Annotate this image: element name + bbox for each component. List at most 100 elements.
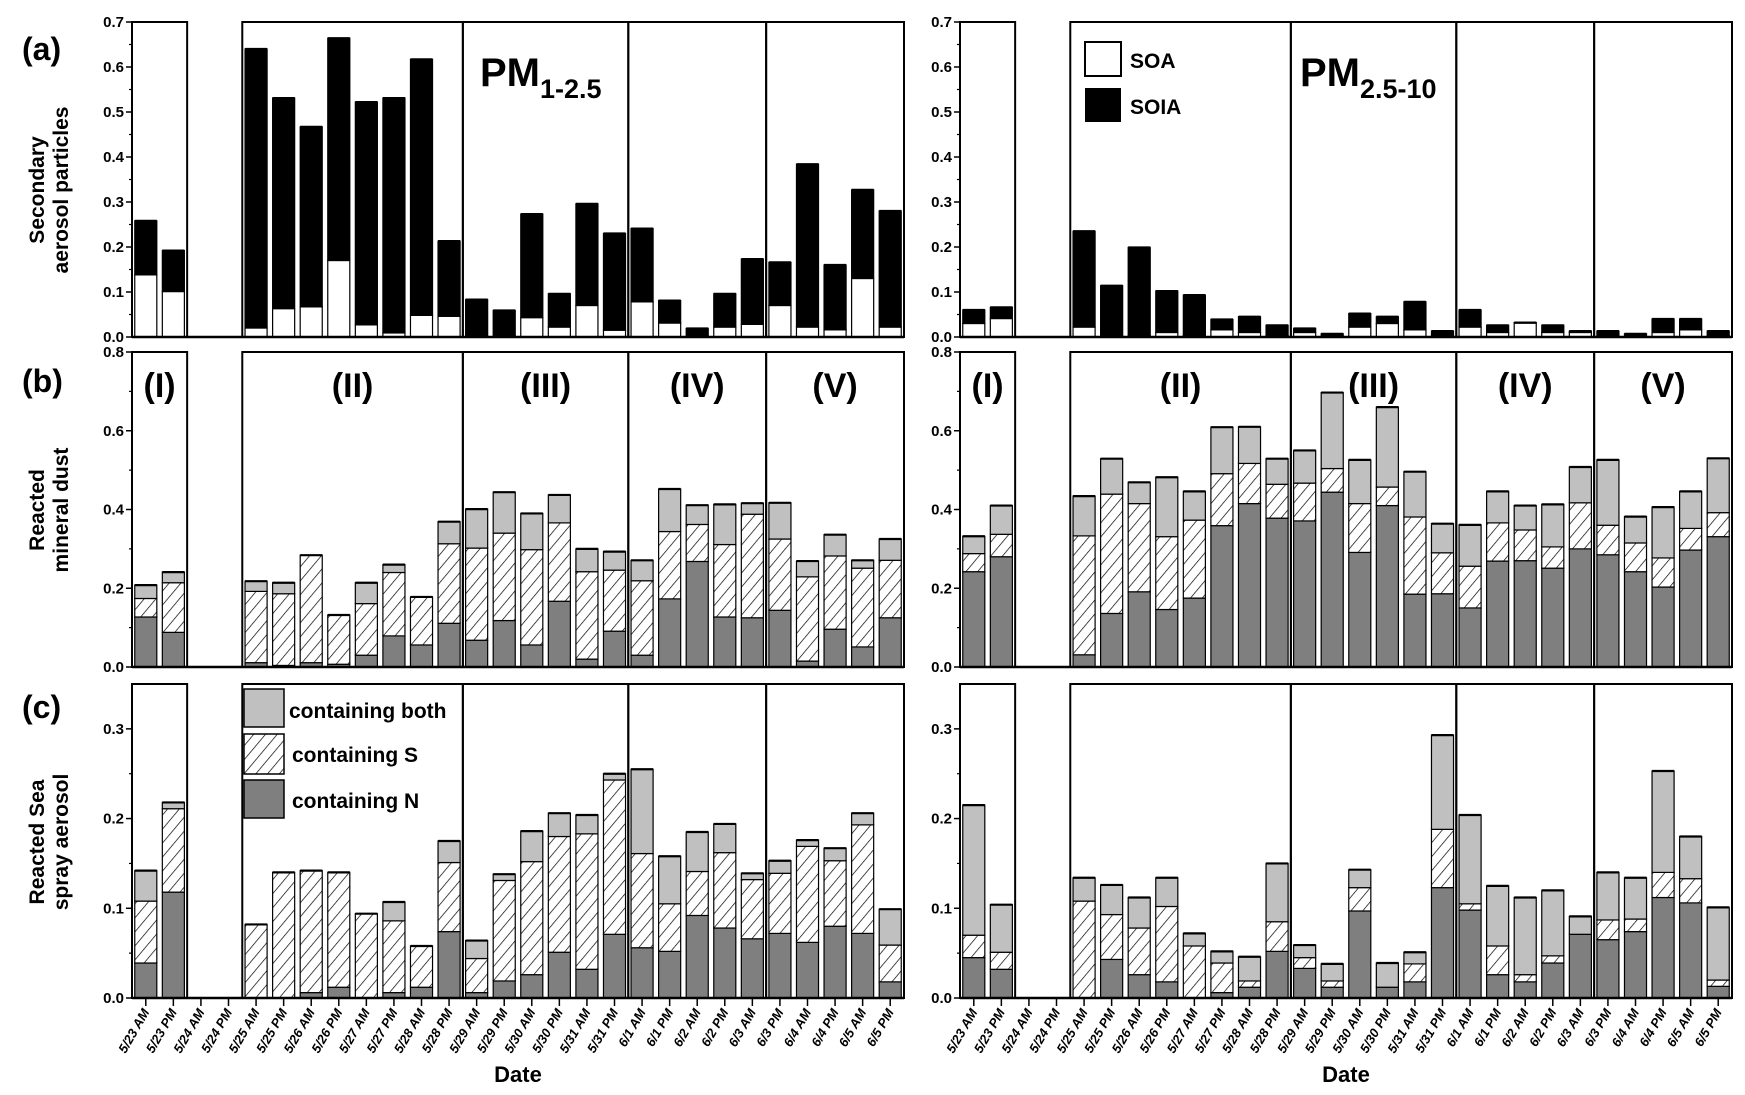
bar-containing-n-5-28-AM — [1237, 986, 1262, 999]
legend-swatch-s — [243, 733, 285, 775]
bar-containing-both-5-25-PM — [272, 582, 296, 595]
bar-containing-n-5-28-PM — [437, 622, 461, 668]
bar-containing-s-5-30-PM — [1375, 486, 1399, 507]
bar-soa-5-31-AM — [575, 304, 599, 338]
bar-soa-5-25-AM — [244, 327, 268, 338]
bar-soa-6-3-AM — [740, 323, 764, 338]
bar-containing-s-5-28-PM — [437, 861, 461, 933]
period-label-2: (II) — [1160, 367, 1202, 405]
bar-containing-both-5-31-AM — [575, 814, 599, 835]
panel-label-b: (b) — [22, 363, 63, 399]
bar-containing-both-6-5-AM — [851, 559, 875, 569]
bar-containing-s-5-31-PM — [1430, 552, 1455, 595]
bar-soa-6-1-AM — [1458, 326, 1482, 338]
bar-containing-s-5-25-PM — [272, 871, 296, 999]
bar-containing-s-6-1-PM — [1486, 945, 1510, 976]
period-box-1 — [959, 21, 1017, 338]
bar-containing-n-6-5-PM — [1706, 985, 1730, 999]
bar-containing-s-5-25-AM — [1072, 535, 1096, 656]
bar-containing-n-6-2-PM — [1541, 962, 1565, 999]
bar-containing-both-5-25-AM — [1072, 495, 1096, 537]
bar-containing-n-5-30-PM — [1375, 504, 1399, 668]
bar-containing-n-5-28-AM — [409, 644, 434, 668]
bar-containing-both-5-28-PM — [1265, 862, 1289, 923]
bar-containing-n-5-27-AM — [354, 654, 378, 668]
bar-containing-both-5-31-PM — [1430, 523, 1455, 554]
bar-containing-both-5-27-PM — [1210, 950, 1234, 964]
bar-containing-both-6-5-PM — [1706, 906, 1730, 981]
bar-containing-s-5-26-AM — [1127, 502, 1151, 593]
bar-soia-6-4-PM — [1651, 318, 1675, 334]
bar-soa-5-23-AM — [134, 274, 158, 338]
bar-containing-s-5-28-AM — [409, 945, 434, 988]
bar-containing-n-6-5-AM — [1679, 549, 1703, 668]
bar-containing-both-5-25-AM — [1072, 877, 1096, 902]
period-label-3: (III) — [1348, 367, 1399, 405]
period-box-5 — [1593, 21, 1733, 338]
bar-soia-5-30-PM — [547, 293, 571, 328]
bar-containing-both-5-29-PM — [1320, 391, 1344, 470]
bar-containing-s-5-26-PM — [327, 614, 351, 665]
y-tick-label: 0.2 — [931, 239, 952, 256]
bar-containing-n-6-3-AM — [1568, 548, 1592, 668]
bar-containing-both-6-3-AM — [1568, 915, 1592, 935]
bar-containing-n-6-1-AM — [1458, 909, 1482, 999]
y-tick-label: 0.5 — [931, 104, 952, 121]
y-tick-label: 0.3 — [103, 721, 124, 738]
bar-containing-n-6-4-PM — [823, 925, 847, 999]
xlabel-left: Date — [494, 1062, 542, 1087]
bar-containing-both-5-30-PM — [547, 812, 571, 838]
bar-containing-s-6-1-AM — [630, 580, 654, 656]
bar-containing-both-6-2-PM — [1541, 889, 1565, 957]
bar-containing-n-5-30-AM — [520, 644, 544, 668]
ylabel-a-line2: aerosol particles — [50, 107, 73, 274]
bar-soia-6-1-PM — [658, 299, 682, 324]
bar-containing-both-5-23-PM — [989, 504, 1013, 535]
legend-label-soa: SOA — [1130, 50, 1176, 73]
bar-containing-n-5-23-PM — [989, 968, 1013, 999]
bar-soa-5-30-PM — [547, 326, 571, 338]
bar-containing-n-6-1-AM — [630, 947, 654, 999]
bar-soia-5-27-AM — [1182, 294, 1206, 337]
legend-label-soia: SOIA — [1130, 96, 1181, 119]
bar-containing-both-5-27-AM — [354, 582, 378, 605]
y-tick-label: 0.6 — [103, 59, 124, 76]
bar-containing-s-6-4-AM — [795, 576, 820, 662]
bar-containing-n-6-2-PM — [713, 927, 737, 999]
bar-containing-s-5-26-PM — [1155, 536, 1179, 611]
bar-containing-both-6-4-AM — [1623, 877, 1648, 920]
bar-containing-both-6-4-PM — [1651, 506, 1675, 559]
bar-soia-5-28-PM — [1265, 324, 1289, 337]
bar-containing-both-6-2-PM — [1541, 503, 1565, 548]
bar-containing-s-6-1-AM — [1458, 903, 1482, 911]
bar-containing-n-6-1-AM — [630, 654, 654, 668]
bar-containing-s-5-30-PM — [547, 835, 571, 953]
bar-containing-s-6-3-AM — [740, 878, 764, 940]
bar-soia-6-2-PM — [713, 293, 737, 328]
bar-soa-5-23-AM — [962, 322, 986, 338]
bar-containing-both-6-4-AM — [1623, 515, 1648, 544]
bar-containing-s-5-27-AM — [354, 913, 378, 999]
legend-label-both: containing both — [289, 700, 446, 723]
y-tick-label: 0.0 — [103, 659, 124, 676]
bar-containing-s-5-31-PM — [602, 569, 627, 632]
bar-containing-s-6-4-AM — [1623, 918, 1648, 933]
bar-containing-s-6-1-AM — [630, 852, 654, 949]
bar-containing-s-6-4-PM — [823, 555, 847, 630]
bar-containing-n-6-4-AM — [1623, 931, 1648, 999]
bar-soia-5-27-PM — [1210, 318, 1234, 331]
plot-c-right: 0.00.10.20.35/23 AM5/23 PM5/24 AM5/24 PM… — [931, 683, 1733, 1056]
bar-soia-5-23-AM — [134, 220, 158, 276]
bar-containing-both-5-29-AM — [465, 939, 489, 960]
bar-soia-5-26-AM — [1127, 246, 1151, 337]
bar-containing-both-5-26-AM — [1127, 896, 1151, 929]
bar-containing-s-5-23-AM — [962, 552, 986, 573]
bar-containing-both-6-5-AM — [1679, 490, 1703, 530]
bar-containing-s-5-27-PM — [382, 571, 406, 637]
ylabel-c-line1: Reacted Sea — [26, 779, 49, 904]
bar-soa-6-1-AM — [630, 301, 654, 338]
period-label-5: (V) — [1640, 367, 1685, 405]
bar-containing-both-5-28-AM — [1237, 426, 1262, 465]
bar-containing-both-6-2-AM — [1513, 896, 1537, 976]
y-tick-label: 0.5 — [103, 104, 124, 121]
